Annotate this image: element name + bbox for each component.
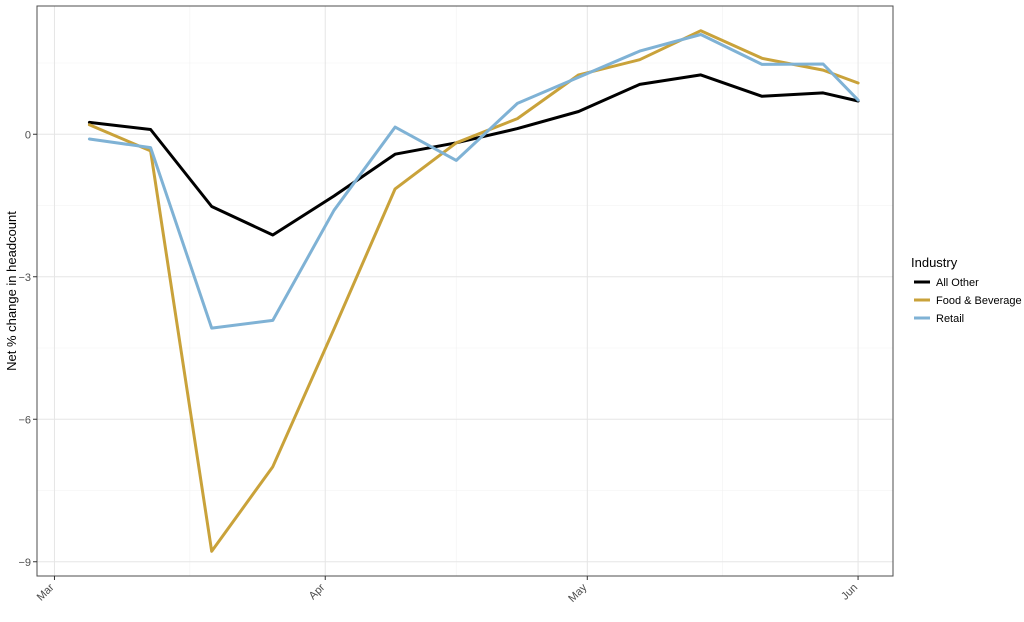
y-tick-label: −6 xyxy=(18,414,31,426)
grid xyxy=(37,6,893,576)
series-lines xyxy=(87,29,860,553)
y-tick-label: −9 xyxy=(18,557,31,569)
y-tick-label: −3 xyxy=(18,272,31,284)
legend-title: Industry xyxy=(911,255,958,270)
plot-panel xyxy=(36,5,894,577)
legend-label: Retail xyxy=(936,313,964,325)
x-tick-label: Mar xyxy=(35,581,57,603)
legend-label: All Other xyxy=(936,277,979,289)
y-axis-title: Net % change in headcount xyxy=(4,211,19,371)
legend-label: Food & Beverage xyxy=(936,295,1022,307)
series-line-retail xyxy=(87,33,860,330)
series-line-food-beverage xyxy=(87,29,860,553)
x-tick-label: Jun xyxy=(839,582,860,603)
series-line-all-other xyxy=(87,73,860,237)
x-tick-label: May xyxy=(566,581,590,605)
y-tick-label: 0 xyxy=(25,129,31,141)
legend: Industry All Other Food & Beverage Retail xyxy=(911,255,1022,325)
x-tick-label: Apr xyxy=(307,581,328,602)
axes: Mar Apr May Jun 0 −3 −6 −9 xyxy=(18,129,860,605)
